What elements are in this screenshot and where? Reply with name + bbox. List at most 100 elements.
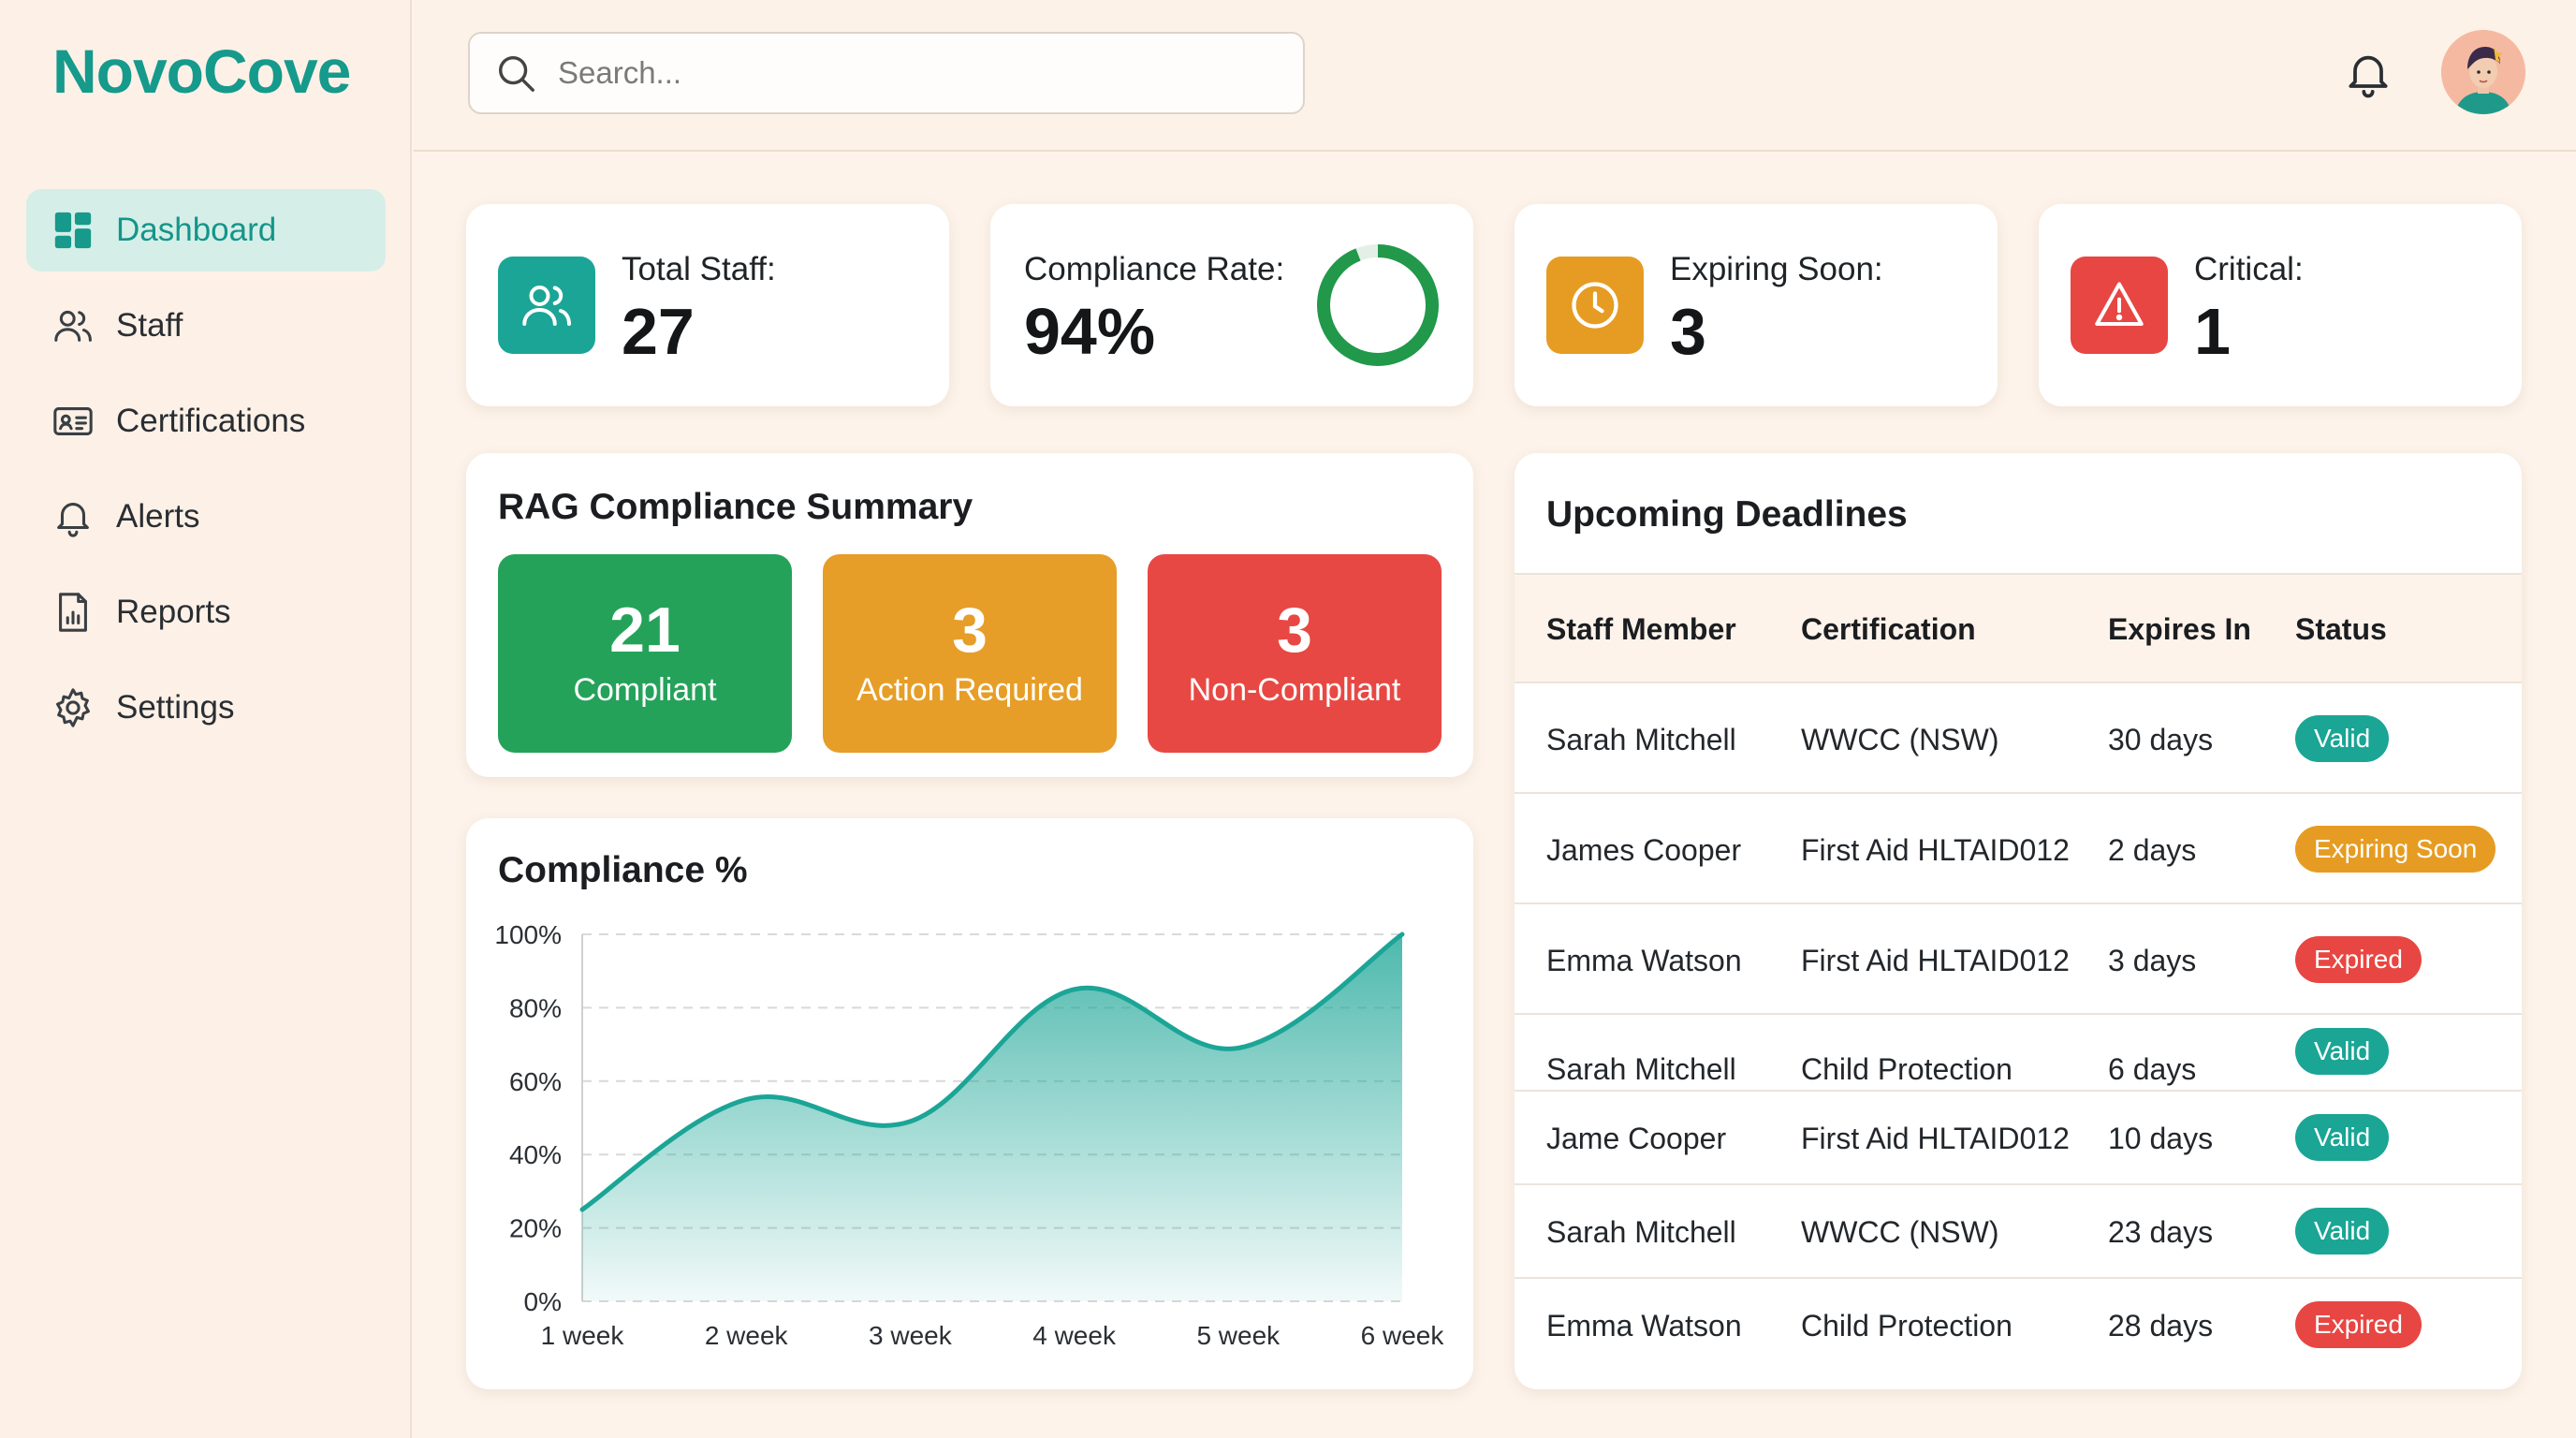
deadlines-title: Upcoming Deadlines [1546, 494, 1908, 535]
status-badge: Expired [2295, 936, 2422, 983]
y-tick-label: 80% [509, 993, 562, 1022]
rag-box-action-required[interactable]: 3 Action Required [823, 554, 1117, 753]
notifications-bell-icon[interactable] [2342, 47, 2394, 99]
table-row[interactable]: Sarah Mitchell WWCC (NSW) 30 days Valid [1515, 683, 2522, 794]
status-badge: Valid [2295, 1114, 2390, 1161]
expiring-soon-label: Expiring Soon: [1670, 251, 1883, 287]
x-tick-label: 5 week [1196, 1321, 1281, 1350]
staff-stat-icon-bg [498, 257, 595, 354]
brand-logo[interactable]: NovoCove [52, 37, 351, 106]
rag-action-label: Action Required [856, 672, 1083, 708]
chart-title: Compliance % [498, 850, 748, 890]
row-staff: Sarah Mitchell [1546, 1215, 1736, 1249]
id-card-icon [51, 399, 95, 444]
sidebar-item-label: Alerts [116, 498, 200, 535]
sidebar-item-alerts[interactable]: Alerts [26, 476, 386, 558]
sidebar-item-dashboard[interactable]: Dashboard [26, 189, 386, 271]
search-input[interactable] [558, 55, 1303, 91]
warning-icon [2095, 282, 2144, 326]
column-header-status[interactable]: Status [2295, 612, 2387, 646]
sidebar-item-label: Settings [116, 689, 235, 726]
row-certification: Child Protection [1801, 1052, 2012, 1086]
row-expires: 10 days [2108, 1122, 2214, 1155]
x-tick-label: 1 week [541, 1321, 625, 1350]
y-tick-label: 20% [509, 1214, 562, 1243]
stat-card-critical[interactable]: Critical: 1 [2039, 204, 2522, 406]
x-tick-label: 3 week [869, 1321, 953, 1350]
column-header-staff[interactable]: Staff Member [1546, 612, 1736, 646]
row-expires: 6 days [2108, 1052, 2197, 1086]
status-badge: Expired [2295, 1301, 2422, 1348]
row-expires: 30 days [2108, 723, 2214, 756]
total-staff-label: Total Staff: [622, 251, 776, 287]
table-row[interactable]: Sarah Mitchell Child Protection 6 days V… [1515, 1015, 2522, 1092]
avatar-image [2441, 30, 2525, 114]
sidebar-nav: Dashboard Staff Certifications Alerts Re… [26, 189, 386, 762]
sidebar-item-label: Certifications [116, 403, 306, 439]
sidebar: NovoCove Dashboard Staff Certifications … [0, 0, 412, 1438]
table-row[interactable]: James Cooper First Aid HLTAID012 2 days … [1515, 794, 2522, 904]
sidebar-item-settings[interactable]: Settings [26, 667, 386, 749]
rag-box-non-compliant[interactable]: 3 Non-Compliant [1148, 554, 1442, 753]
expiring-stat-icon-bg [1546, 257, 1644, 354]
row-certification: First Aid HLTAID012 [1801, 833, 2070, 867]
compliance-rate-value: 94% [1024, 295, 1156, 368]
y-tick-label: 0% [524, 1287, 562, 1316]
sidebar-item-label: Reports [116, 594, 231, 630]
dashboard-icon [51, 208, 95, 253]
x-tick-label: 6 week [1361, 1321, 1445, 1350]
compliance-ring [1317, 244, 1439, 366]
user-avatar[interactable] [2441, 30, 2525, 114]
chart-series-line [579, 932, 1405, 1212]
status-badge: Expiring Soon [2295, 826, 2496, 873]
status-badge: Valid [2295, 1208, 2390, 1255]
stat-card-compliance-rate[interactable]: Compliance Rate: 94% [990, 204, 1473, 406]
row-staff: Emma Watson [1546, 944, 1742, 977]
row-expires: 2 days [2108, 833, 2197, 867]
report-icon [51, 590, 95, 635]
table-row[interactable]: Emma Watson First Aid HLTAID012 3 days E… [1515, 904, 2522, 1015]
top-bar [414, 0, 2576, 152]
critical-stat-icon-bg [2071, 257, 2168, 354]
table-row[interactable]: Sarah Mitchell WWCC (NSW) 23 days Valid [1515, 1185, 2522, 1279]
total-staff-value: 27 [622, 295, 695, 368]
rag-compliant-label: Compliant [573, 672, 717, 708]
rag-compliant-value: 21 [609, 594, 681, 666]
row-certification: WWCC (NSW) [1801, 1215, 1999, 1249]
users-icon [51, 303, 95, 348]
table-row[interactable]: Jame Cooper First Aid HLTAID012 10 days … [1515, 1092, 2522, 1185]
compliance-chart-card: Compliance % 0% 20% 40% 60% 80% 100% 1 week 2 … [466, 818, 1473, 1389]
y-tick-label: 40% [509, 1140, 562, 1169]
bell-icon [51, 494, 95, 539]
sidebar-item-certifications[interactable]: Certifications [26, 380, 386, 462]
column-header-certification[interactable]: Certification [1801, 612, 1976, 646]
row-certification: Child Protection [1801, 1309, 2012, 1343]
row-staff: Emma Watson [1546, 1309, 1742, 1343]
status-badge: Valid [2295, 715, 2390, 762]
column-header-expires[interactable]: Expires In [2108, 612, 2251, 646]
rag-summary-card: RAG Compliance Summary 21 Compliant 3 Ac… [466, 453, 1473, 777]
y-tick-label: 60% [509, 1067, 562, 1096]
rag-box-compliant[interactable]: 21 Compliant [498, 554, 792, 753]
y-tick-label: 100% [494, 920, 562, 949]
row-expires: 3 days [2108, 944, 2197, 977]
status-badge: Valid [2295, 1028, 2390, 1075]
rag-action-value: 3 [952, 594, 988, 666]
sidebar-item-label: Dashboard [116, 212, 277, 248]
rag-noncompliant-label: Non-Compliant [1188, 672, 1401, 708]
row-staff: Sarah Mitchell [1546, 1052, 1736, 1086]
search-bar[interactable] [468, 32, 1305, 114]
stat-card-total-staff[interactable]: Total Staff: 27 [466, 204, 949, 406]
compliance-ring-arc [1317, 244, 1439, 366]
x-tick-label: 4 week [1032, 1321, 1117, 1350]
sidebar-item-reports[interactable]: Reports [26, 571, 386, 653]
row-expires: 23 days [2108, 1215, 2214, 1249]
table-row[interactable]: Emma Watson Child Protection 28 days Exp… [1515, 1279, 2522, 1372]
row-certification: WWCC (NSW) [1801, 723, 1999, 756]
stat-card-expiring-soon[interactable]: Expiring Soon: 3 [1515, 204, 1998, 406]
compliance-rate-label: Compliance Rate: [1024, 251, 1285, 287]
clock-icon [1572, 282, 1618, 329]
gear-icon [51, 685, 95, 730]
row-expires: 28 days [2108, 1309, 2214, 1343]
sidebar-item-staff[interactable]: Staff [26, 285, 386, 367]
